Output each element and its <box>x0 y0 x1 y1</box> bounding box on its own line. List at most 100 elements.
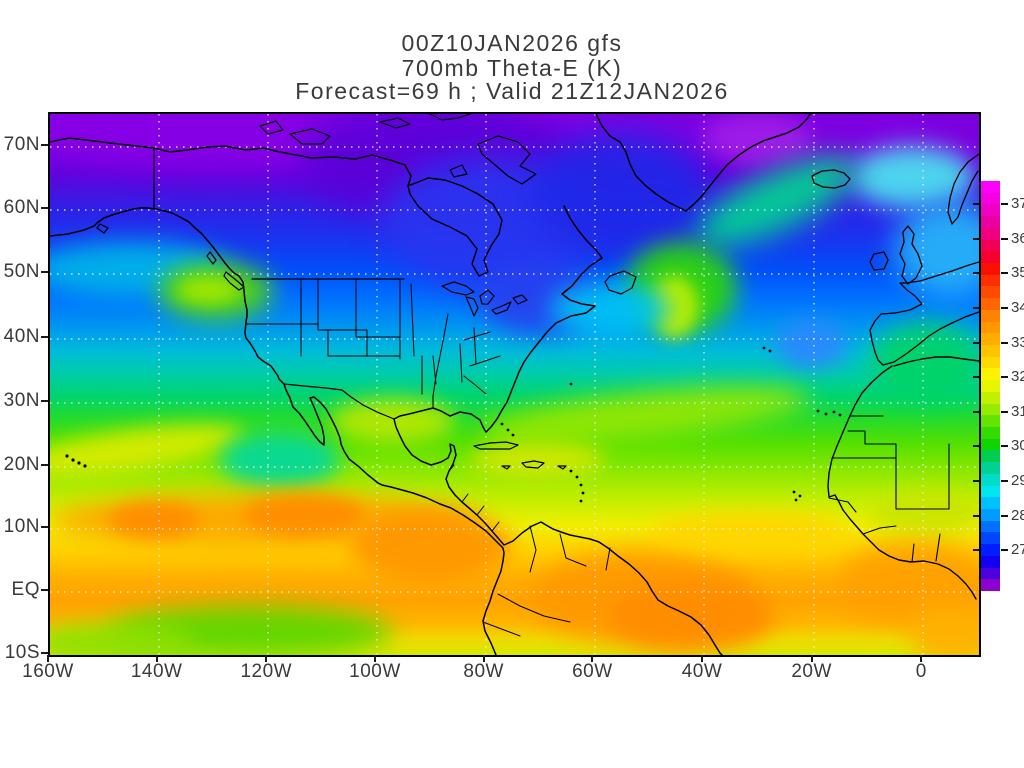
lat-tick-label: 40N <box>3 326 40 348</box>
theta-e-region-blob <box>470 442 605 478</box>
lat-tick-label: 10N <box>3 515 40 537</box>
colorbar-tick-left <box>973 341 980 344</box>
lon-tick-label: 160W <box>22 661 74 682</box>
colorbar-segment <box>981 181 1000 194</box>
colorbar-segment <box>981 579 1000 592</box>
colorbar-segment <box>981 286 1000 299</box>
coastline-arctic-islands <box>96 114 637 295</box>
colorbar-segment <box>981 473 1000 487</box>
colorbar-segment <box>981 239 1000 252</box>
colorbar-segment <box>981 251 1000 264</box>
colorbar-tick-label: 327 <box>1011 368 1024 386</box>
lon-tick-mark <box>265 655 268 662</box>
colorbar-segment <box>981 204 1000 217</box>
colorbar-tick-right <box>1001 306 1008 309</box>
lon-tick-mark <box>155 655 158 662</box>
colorbar-tick-label: 336 <box>1011 333 1024 351</box>
theta-e-region-blob <box>530 132 710 252</box>
theta-e-region-blob <box>178 277 240 303</box>
colorbar-segment <box>981 497 1000 510</box>
colorbar-tick-label: 315 <box>1011 402 1024 420</box>
colorbar-tick-right <box>1001 514 1008 517</box>
colorbar-tick-left <box>973 445 980 448</box>
lon-tick-mark <box>482 655 485 662</box>
lat-tick-mark <box>41 652 48 654</box>
colorbar-tick-label: 366 <box>1011 229 1024 247</box>
border-us-states <box>246 278 501 408</box>
colorbar-segment <box>981 298 1000 311</box>
title-valid-line: Forecast=69 h ; Valid 21Z12JAN2026 <box>295 78 729 104</box>
coastline-europe <box>869 153 979 366</box>
colorbar-tick-label: 288 <box>1011 506 1024 524</box>
coastline-caribbean-islands <box>473 441 567 470</box>
colorbar-segment <box>981 333 1000 346</box>
colorbar-segment <box>981 309 1000 323</box>
colorbar-segment <box>981 274 1000 287</box>
theta-e-filled-contours <box>50 114 979 655</box>
colorbar-tick-label: 345 <box>1011 298 1024 316</box>
colorbar-tick-right <box>1001 480 1008 483</box>
colorbar-segment <box>981 391 1000 405</box>
lon-tick-label: 60W <box>572 661 613 682</box>
map-frame <box>48 112 981 657</box>
colorbar-tick-right <box>1001 549 1008 552</box>
colorbar-segment <box>981 427 1000 440</box>
lon-tick-label: 40W <box>681 661 723 682</box>
theta-e-region-blob <box>550 282 670 337</box>
theta-e-region-blob <box>702 114 812 164</box>
coastline-great-lakes <box>441 281 528 317</box>
colorbar-segment <box>981 520 1000 533</box>
lat-tick-mark <box>41 207 48 210</box>
lon-tick-label: 80W <box>463 661 504 682</box>
colorbar-tick-left <box>973 376 980 379</box>
colorbar-tick-left <box>973 202 980 205</box>
colorbar-segment <box>981 227 1000 241</box>
lat-tick-label: 50N <box>3 261 40 283</box>
theta-e-region-blob <box>850 146 975 208</box>
colorbar-segment <box>981 509 1000 522</box>
colorbar-segment <box>981 555 1000 569</box>
lon-tick-mark <box>810 655 813 662</box>
colorbar-tick-label: 375 <box>1011 194 1024 212</box>
colorbar-tick-right <box>1001 341 1008 344</box>
lon-tick-mark <box>374 655 376 662</box>
colorbar-tick-label: 297 <box>1011 472 1024 490</box>
colorbar-segment <box>981 450 1000 463</box>
colorbar-segment <box>981 321 1000 334</box>
colorbar-tick-left <box>973 237 980 240</box>
colorbar-segment <box>981 462 1000 475</box>
theta-e-region-blob <box>330 398 455 444</box>
border-north-america <box>153 147 405 420</box>
colorbar-segment <box>981 380 1000 393</box>
colorbar-segment <box>981 485 1000 498</box>
lon-tick-label: 140W <box>130 661 183 682</box>
colorbar-segment <box>981 345 1000 358</box>
coastline-west-americas <box>50 207 505 655</box>
colorbar-tick-right <box>1001 376 1008 379</box>
colorbar-tick-right <box>1001 445 1008 448</box>
colorbar-segment <box>981 263 1000 276</box>
theta-e-region-blob <box>50 622 195 655</box>
lon-tick-label: 0 <box>915 661 927 682</box>
colorbar-tick-label: 306 <box>1011 437 1024 455</box>
coastline-north-america-arctic <box>50 137 412 187</box>
coastline-british-isles <box>869 225 923 285</box>
colorbar-tick-right <box>1001 202 1008 205</box>
lon-tick-mark <box>701 655 704 662</box>
colorbar-tick-right <box>1001 272 1008 275</box>
lon-tick-label: 20W <box>791 661 832 682</box>
coastline-greenland <box>595 114 811 212</box>
lat-tick-mark <box>41 589 48 592</box>
lat-tick-mark <box>41 336 48 339</box>
coastline-africa <box>827 356 979 600</box>
lat-tick-mark <box>41 525 48 528</box>
colorbar-tick-left <box>973 549 980 552</box>
colorbar-tick-left <box>973 514 980 517</box>
colorbar-tick-label: 354 <box>1011 264 1024 282</box>
title-run-line: 00Z10JAN2026 gfs <box>401 30 623 56</box>
colorbar-segment <box>981 356 1000 369</box>
lat-tick-mark <box>41 271 48 274</box>
lon-tick-mark <box>47 655 49 662</box>
border-south-america <box>448 464 611 637</box>
